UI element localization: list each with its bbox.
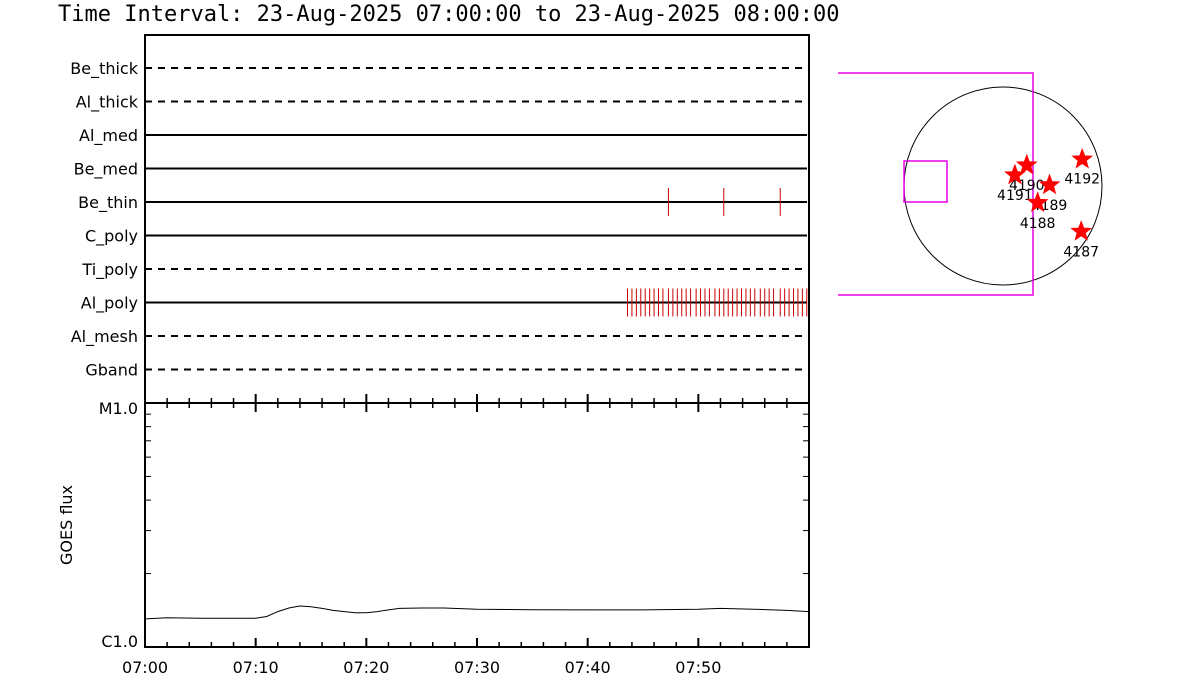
y-tick-label-top: M1.0 [99,399,138,418]
active-region-label: 4188 [1020,216,1056,232]
focus-box [903,160,948,203]
active-region-label: 4187 [1063,245,1099,261]
x-tick-label: 07:10 [233,658,279,677]
timeline-row-label: C_poly [85,227,138,247]
active-region-star [1071,147,1094,169]
timeline-row-label: Ti_poly [81,260,138,280]
active-region-label: 4190 [1009,178,1045,194]
active-region-star [1070,220,1093,241]
timeline-events [627,188,808,317]
x-tick-label: 07:20 [343,658,389,677]
y-axis-label: GOES flux [57,485,76,565]
active-region-label: 4192 [1064,171,1100,187]
x-tick-label: 07:00 [122,658,168,677]
timeline-row-label: Al_thick [76,93,139,113]
timeline-row-label: Be_med [74,160,138,180]
timeline-row-label: Al_med [79,126,138,146]
active-region-star [1026,191,1049,213]
timeline-row-label: Be_thick [70,59,138,79]
active-region-star [1038,173,1061,195]
field-of-view-box [838,72,1034,296]
timeline-row-label: Al_mesh [71,327,138,347]
active-region-star [1015,153,1038,175]
timeline-frame [144,34,810,404]
active-region-label: 4191 [997,188,1033,204]
y-tick-label-bottom: C1.0 [101,632,138,651]
chart-title: Time Interval: 23-Aug-2025 07:00:00 to 2… [58,2,840,27]
x-tick-labels: 07:00 07:10 07:20 07:30 07:40 07:50 [122,658,721,677]
timeline-row-label: Gband [85,361,138,380]
goes-flux-line [144,605,810,620]
goes-frame [144,402,810,648]
active-region-star [1004,163,1026,185]
timeline-row-label: Be_thin [78,193,138,213]
timeline-rows: Be_thick Al_thick Al_med Be_med Be_thin C_pol… [70,59,807,380]
x-tick-label: 07:40 [565,658,611,677]
goes-ticks [144,394,810,648]
x-tick-label: 07:50 [675,658,721,677]
timeline-row-label: Al_poly [81,294,138,314]
x-tick-label: 07:30 [454,658,500,677]
